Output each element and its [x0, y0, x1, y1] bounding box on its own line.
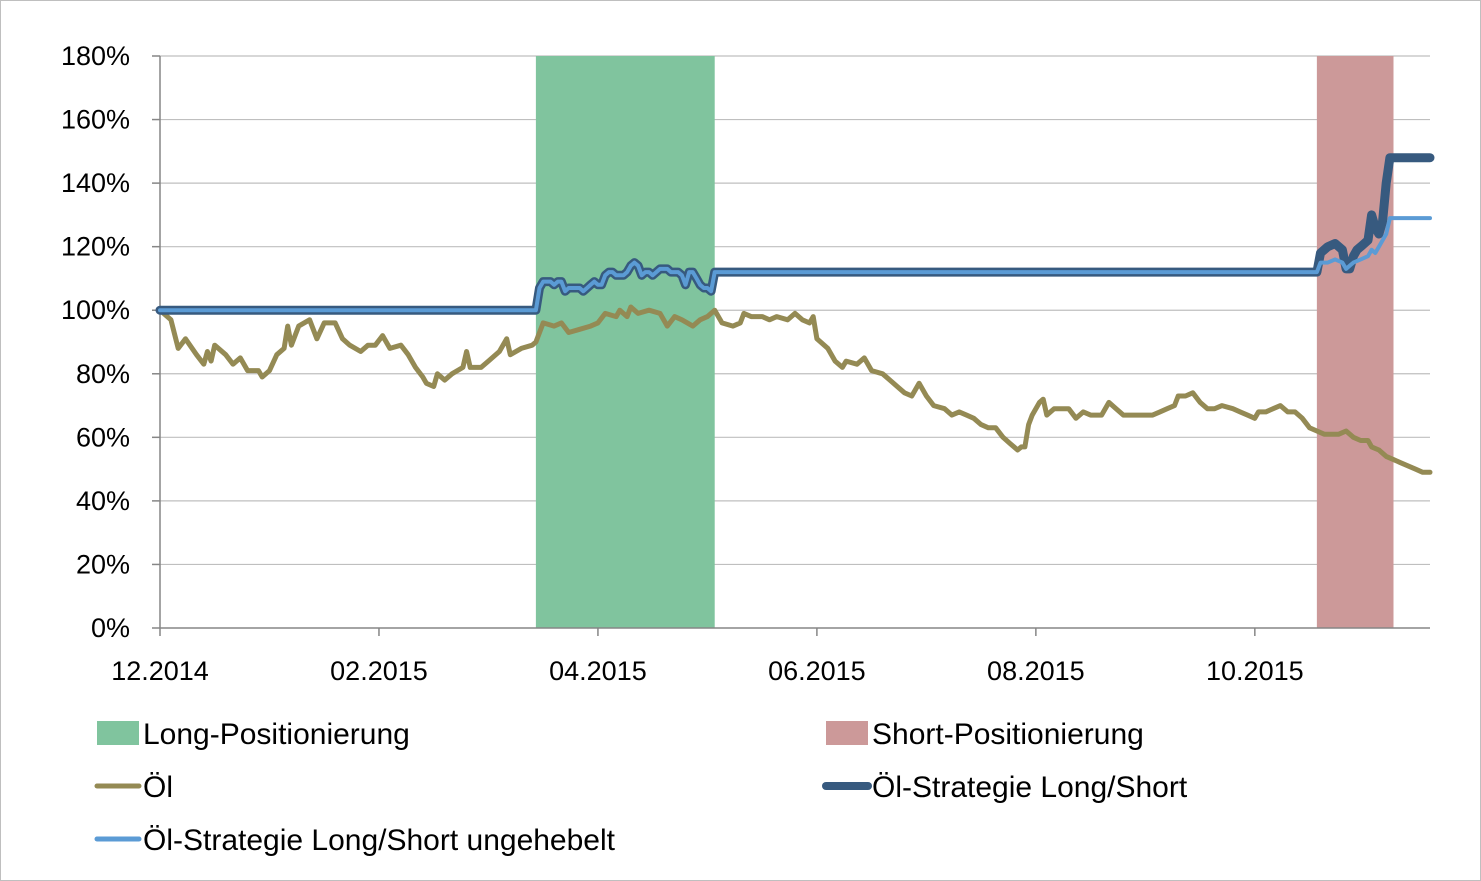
x-tick-label: 06.2015	[768, 656, 866, 686]
legend-strategy: Öl-Strategie Long/Short	[822, 771, 1188, 804]
y-tick-label: 100%	[61, 295, 130, 325]
legend: Long-Positionierung Short-Positionierung Ö…	[94, 718, 1188, 857]
legend-label: Öl-Strategie Long/Short	[872, 771, 1188, 804]
legend-label: Öl-Strategie Long/Short ungehebelt	[143, 824, 616, 857]
y-tick-label: 140%	[61, 168, 130, 198]
band-short	[1316, 56, 1394, 628]
y-tick-label: 20%	[76, 549, 130, 579]
x-tick-label: 04.2015	[549, 656, 647, 686]
legend-label: Long-Positionierung	[143, 718, 410, 751]
positioning-bands	[535, 56, 1394, 628]
y-tick-label: 0%	[91, 613, 130, 643]
series-strategy-long-short	[155, 153, 1435, 315]
series-lines	[155, 153, 1435, 475]
y-tick-label: 80%	[76, 359, 130, 389]
series-strategy-unleveraged	[158, 216, 1432, 313]
legend-label: Short-Positionierung	[872, 718, 1144, 751]
axes	[159, 56, 1430, 629]
series-oil	[157, 304, 1433, 475]
y-tick-label: 40%	[76, 486, 130, 516]
band-long	[535, 56, 715, 628]
x-tick-label: 12.2014	[111, 656, 209, 686]
legend-swatch	[97, 721, 139, 745]
x-tick-label: 02.2015	[330, 656, 428, 686]
legend-oil: Öl	[94, 771, 173, 804]
y-tick-label: 180%	[61, 41, 130, 71]
x-tick-labels: 12.2014 02.2015 04.2015 06.2015 08.2015 10.20…	[111, 628, 1304, 686]
x-tick-label: 08.2015	[987, 656, 1085, 686]
legend-strategy-unleveraged: Öl-Strategie Long/Short ungehebelt	[94, 824, 616, 857]
y-tick-label: 120%	[61, 232, 130, 262]
legend-swatch	[826, 721, 868, 745]
legend-label: Öl	[143, 771, 173, 804]
y-tick-label: 60%	[76, 422, 130, 452]
y-tick-label: 160%	[61, 105, 130, 135]
legend-short: Short-Positionierung	[826, 718, 1144, 751]
x-tick-label: 10.2015	[1206, 656, 1304, 686]
y-tick-labels: 0% 20% 40% 60% 80% 100% 120% 140% 160% 180%	[61, 41, 160, 643]
legend-long: Long-Positionierung	[97, 718, 410, 751]
grid-lines	[160, 55, 1430, 566]
